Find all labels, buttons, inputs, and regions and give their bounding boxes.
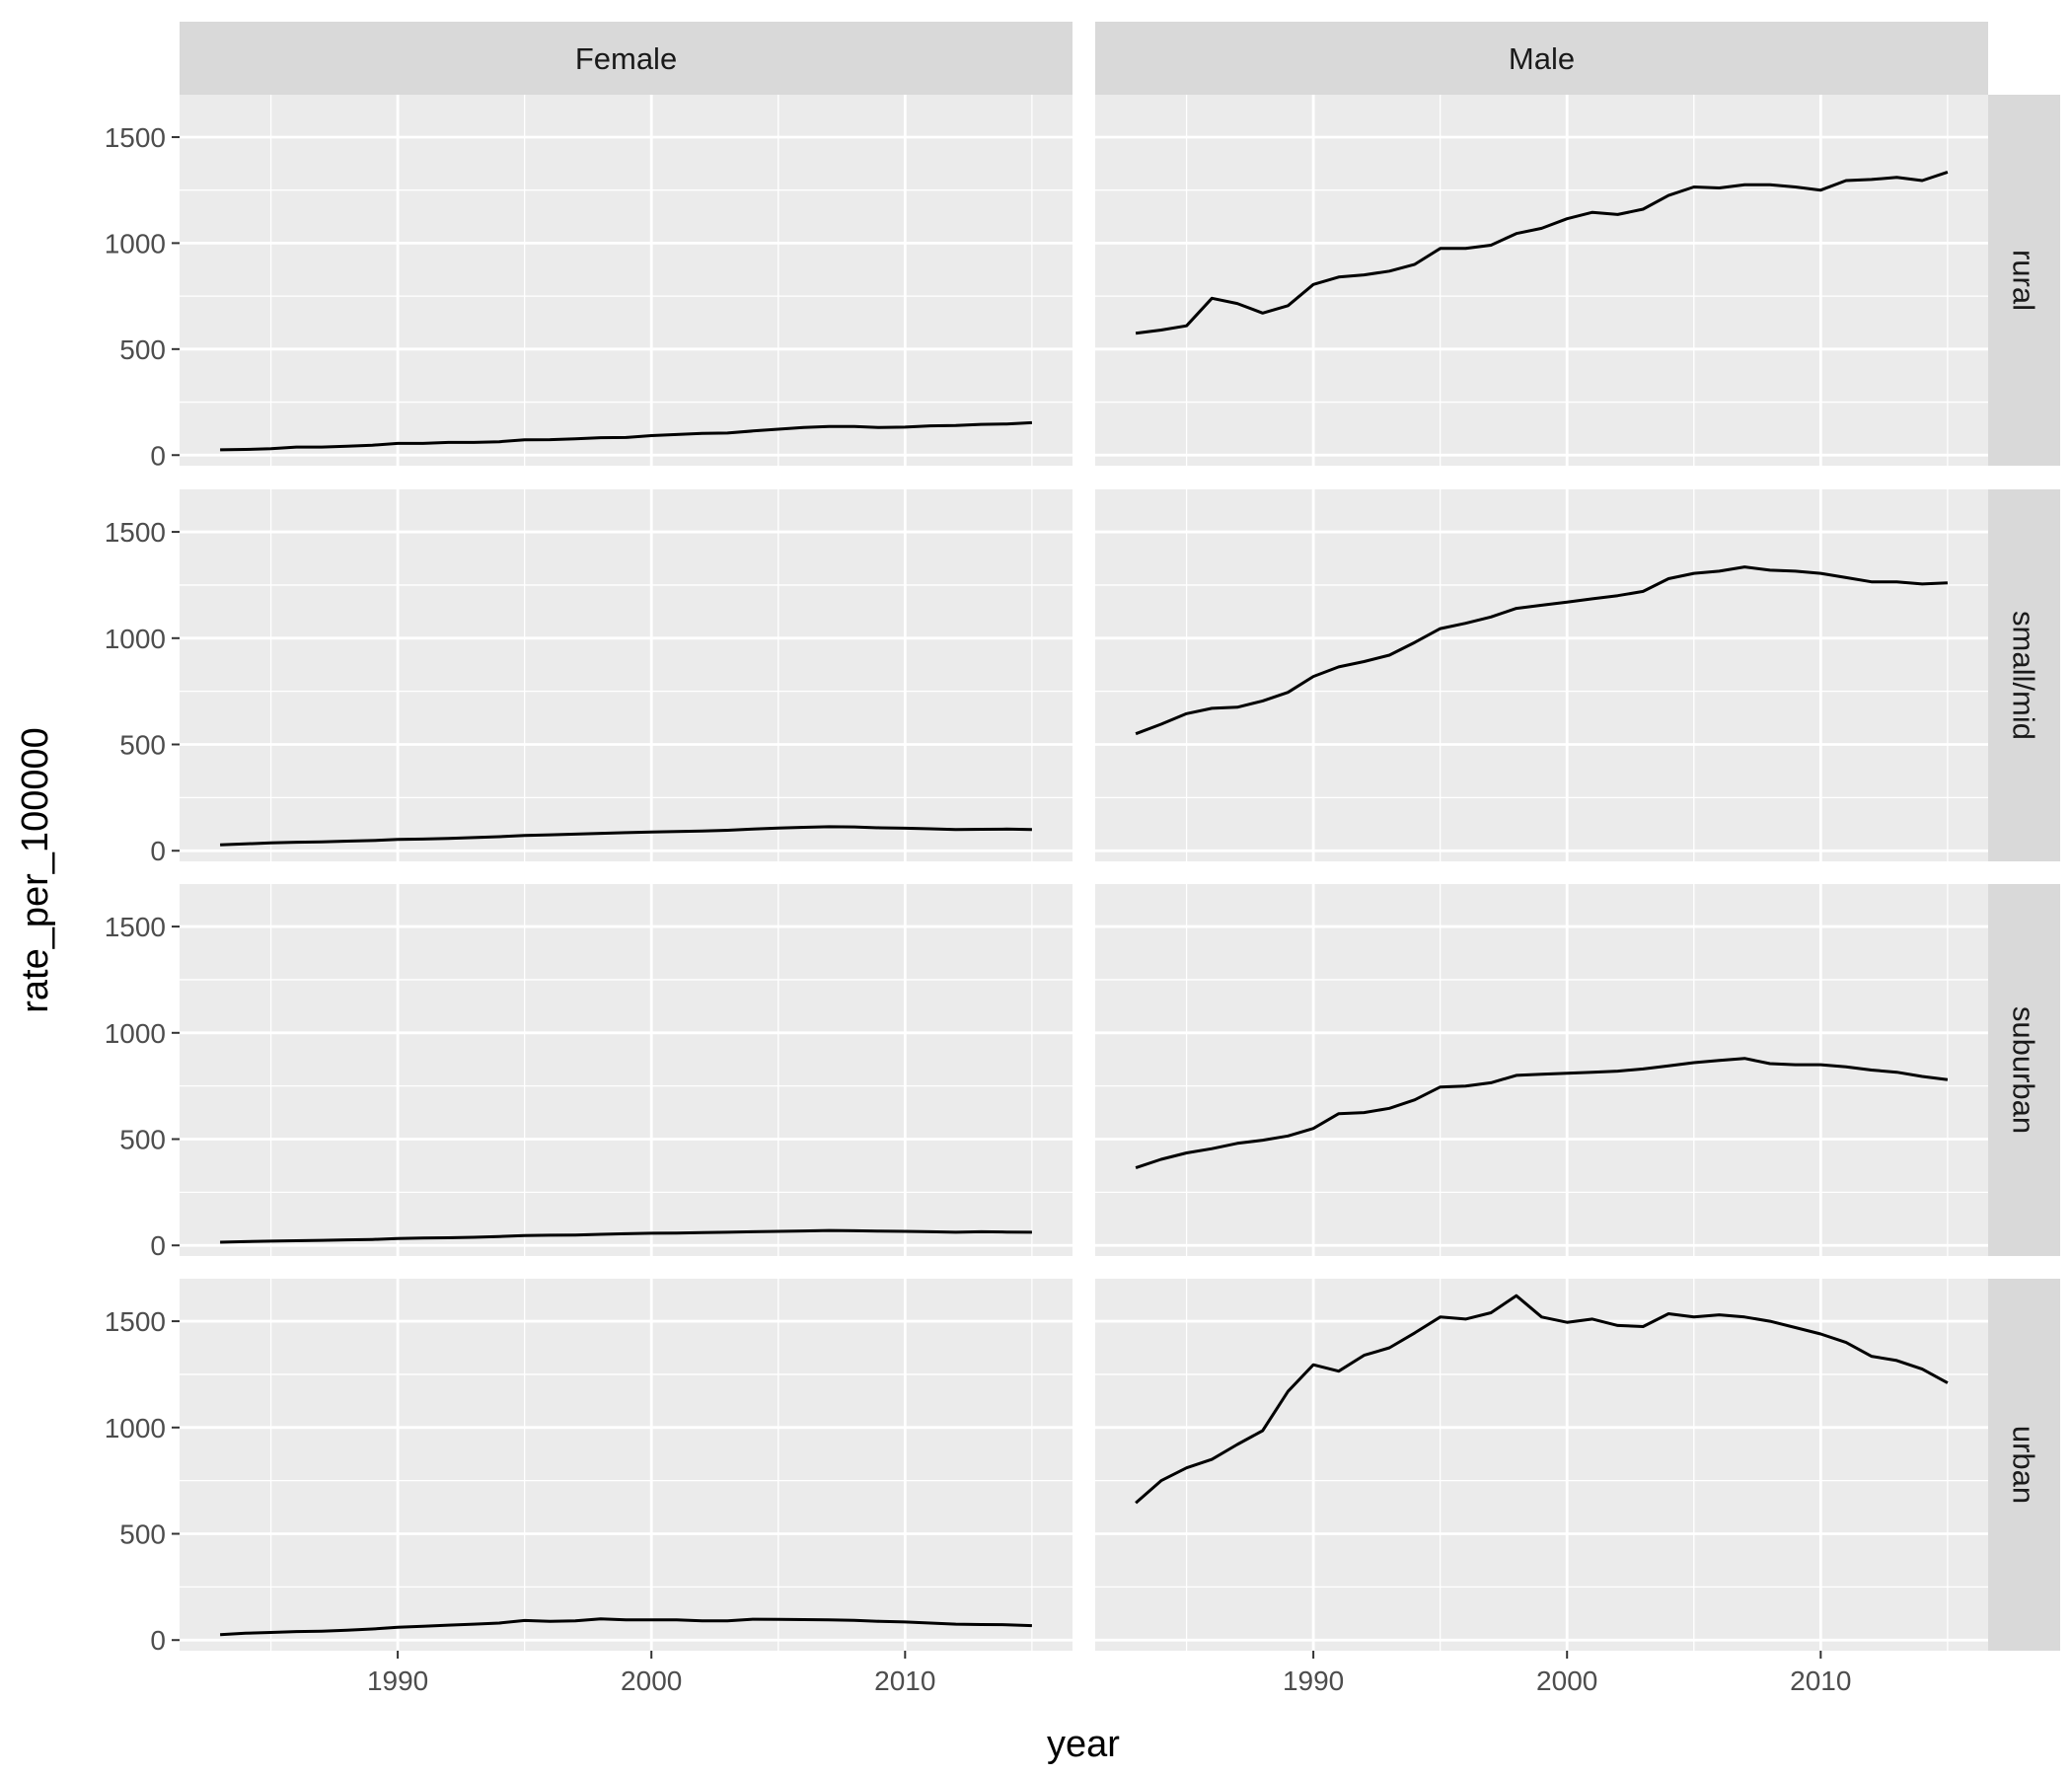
strip-label-rural: rural — [2007, 250, 2041, 311]
y-tick-label: 1000 — [105, 1413, 166, 1443]
y-tick-label: 500 — [119, 730, 166, 761]
strip-male — [1095, 22, 1988, 95]
panel-female-rural — [180, 95, 1073, 466]
y-tick-label: 0 — [150, 440, 166, 471]
x-tick-label: 1990 — [367, 1665, 428, 1696]
strip-label-urban: urban — [2007, 1426, 2041, 1504]
strip-label-suburban: suburban — [2007, 1006, 2041, 1134]
y-tick-label: 1500 — [105, 1306, 166, 1337]
series-line-male-urban — [1135, 1294, 1949, 1505]
y-tick-label: 1000 — [105, 1018, 166, 1049]
panel-male-urban — [1095, 1279, 1988, 1651]
panel-male-urban-background — [1095, 1279, 1988, 1651]
strip-urban — [1988, 1279, 2060, 1651]
series-line-female-small-mid — [220, 825, 1032, 847]
series-line-male-rural — [1135, 170, 1949, 335]
series-line-male-suburban — [1135, 1057, 1949, 1170]
y-tick-label: 500 — [119, 1519, 166, 1550]
y-tick-label: 0 — [150, 1230, 166, 1261]
y-tick-label: 500 — [119, 1125, 166, 1155]
y-axis-title: rate_per_100000 — [15, 727, 56, 1012]
y-tick-label: 1000 — [105, 624, 166, 654]
strip-rural — [1988, 95, 2060, 466]
strip-label-small-mid: small/mid — [2007, 611, 2041, 740]
panel-female-urban — [180, 1279, 1073, 1651]
x-axis-title: year — [1047, 1724, 1120, 1765]
x-tick-label: 1990 — [1283, 1665, 1344, 1696]
y-tick-label: 1000 — [105, 228, 166, 259]
panel-female-urban-background — [180, 1279, 1073, 1651]
strip-suburban — [1988, 884, 2060, 1256]
y-tick-label: 1500 — [105, 912, 166, 942]
strip-label-female: Female — [575, 41, 677, 76]
strip-label-male: Male — [1509, 41, 1575, 76]
panel-male-suburban — [1095, 884, 1988, 1256]
strip-female — [180, 22, 1073, 95]
panel-female-small-mid-background — [180, 489, 1073, 861]
x-tick-label: 2010 — [874, 1665, 935, 1696]
series-line-male-small-mid — [1135, 565, 1948, 736]
y-tick-label: 0 — [150, 836, 166, 866]
y-tick-label: 0 — [150, 1625, 166, 1656]
panel-female-small-mid — [180, 489, 1073, 861]
axes-layer: 0 500 1000 1500 0 500 1000 1500 0 500 1000 1500 0 500… — [105, 122, 1852, 1696]
series-line-female-urban — [220, 1617, 1032, 1637]
strip-small-mid — [1988, 489, 2060, 861]
panel-male-small-mid-background — [1095, 489, 1988, 861]
x-tick-label: 2000 — [621, 1665, 682, 1696]
y-tick-label: 1500 — [105, 517, 166, 548]
y-tick-label: 1500 — [105, 122, 166, 153]
series-line-female-suburban — [220, 1228, 1032, 1244]
panels-layer — [180, 95, 1988, 1651]
y-tick-label: 500 — [119, 334, 166, 365]
x-tick-label: 2000 — [1536, 1665, 1597, 1696]
panel-male-small-mid — [1095, 489, 1988, 861]
x-tick-label: 2010 — [1790, 1665, 1851, 1696]
series-line-female-rural — [220, 420, 1032, 452]
panel-male-rural — [1095, 95, 1988, 466]
panel-female-suburban-background — [180, 884, 1073, 1256]
strips-layer: Female Male rural small/mid suburban urban — [180, 22, 2060, 1651]
panel-female-suburban — [180, 884, 1073, 1256]
panel-male-rural-background — [1095, 95, 1988, 466]
panel-male-suburban-background — [1095, 884, 1988, 1256]
panel-female-rural-background — [180, 95, 1073, 466]
